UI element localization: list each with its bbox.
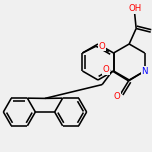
Text: N: N [142, 67, 148, 76]
Text: O: O [103, 66, 109, 74]
Text: OH: OH [129, 4, 142, 13]
Text: O: O [99, 42, 106, 51]
Text: O: O [113, 92, 120, 101]
